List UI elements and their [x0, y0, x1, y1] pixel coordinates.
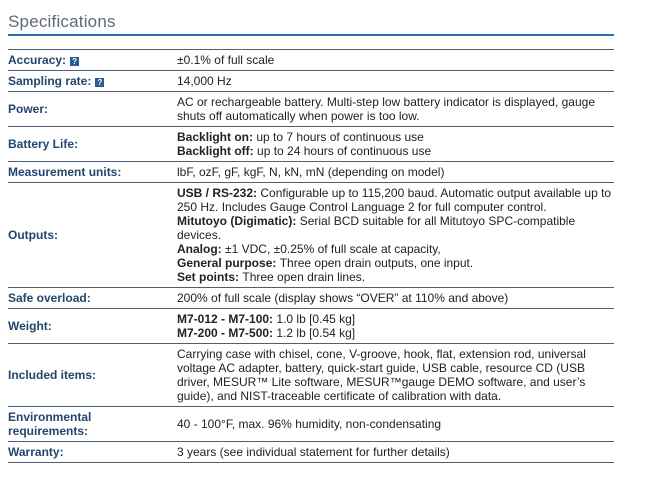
row-label: Battery Life: [8, 137, 79, 151]
help-icon: ? [95, 78, 105, 87]
row-label: Sampling rate: [8, 74, 92, 88]
value-term: Backlight on: [177, 130, 254, 144]
spec-row: Safe overload: 200% of full scale (displa… [8, 287, 614, 309]
title-rule [8, 34, 614, 36]
value-text: ±0.1% of full scale [177, 53, 275, 67]
value-text: up to 24 hours of continuous use [257, 144, 432, 158]
value-line: 3 years (see individual statement for fu… [177, 445, 614, 459]
value-line: 200% of full scale (display shows “OVER”… [177, 291, 614, 305]
spec-row: Warranty: 3 years (see individual stateme… [8, 441, 614, 463]
row-label: Accuracy: [8, 53, 67, 67]
row-label-cell: Outputs: [8, 182, 177, 288]
value-line: General purpose: Three open drain outputs… [177, 256, 614, 270]
row-label-cell: Safe overload: [8, 287, 177, 309]
section-title: Specifications [8, 12, 116, 31]
row-value-cell: Backlight on: up to 7 hours of continuous… [177, 126, 614, 162]
spec-table: Accuracy:? ±0.1% of full scale Sampling ra… [8, 49, 614, 463]
row-label-cell: Battery Life: [8, 126, 177, 162]
row-value-cell: lbF, ozF, gF, kgF, N, kN, mN (depending … [177, 161, 614, 183]
value-text: 1.2 lb [0.54 kg] [276, 326, 356, 340]
row-label: Weight: [8, 319, 52, 333]
value-line: M7-012 - M7-100: 1.0 lb [0.45 kg] [177, 312, 614, 326]
row-label-cell: Accuracy:? [8, 49, 177, 71]
value-text: Carrying case with chisel, cone, V-groov… [177, 347, 586, 403]
row-value-cell: AC or rechargeable battery. Multi-step l… [177, 91, 614, 127]
row-label: Warranty: [8, 445, 64, 459]
value-line: Carrying case with chisel, cone, V-groov… [177, 347, 614, 403]
value-text: Three open drain lines. [242, 270, 366, 284]
value-term: USB / RS-232: [177, 186, 258, 200]
row-label-cell: Measurement units: [8, 161, 177, 183]
row-value-cell: 40 - 100°F, max. 96% humidity, non-conde… [177, 406, 614, 442]
value-term: M7-200 - M7-500: [177, 326, 274, 340]
row-value-cell: Carrying case with chisel, cone, V-groov… [177, 343, 614, 407]
spec-row: Measurement units: lbF, ozF, gF, kgF, N, … [8, 161, 614, 183]
row-label-cell: Sampling rate:? [8, 70, 177, 92]
value-line: Set points: Three open drain lines. [177, 270, 614, 284]
row-label: Power: [8, 102, 49, 116]
value-term: General purpose: [177, 256, 277, 270]
value-text: 3 years (see individual statement for fu… [177, 445, 450, 459]
row-value-cell: 14,000 Hz [177, 70, 614, 92]
row-label-cell: Weight: [8, 308, 177, 344]
row-value-cell: 3 years (see individual statement for fu… [177, 441, 614, 463]
spec-row: Weight: M7-012 - M7-100: 1.0 lb [0.45 kg] M… [8, 308, 614, 344]
row-label-cell: Warranty: [8, 441, 177, 463]
value-line: lbF, ozF, gF, kgF, N, kN, mN (depending … [177, 165, 614, 179]
row-value-cell: USB / RS-232: Configurable up to 115,200 … [177, 182, 614, 288]
value-text: 14,000 Hz [177, 74, 232, 88]
row-value-cell: 200% of full scale (display shows “OVER”… [177, 287, 614, 309]
row-label: Environmental requirements: [8, 410, 92, 438]
value-line: ±0.1% of full scale [177, 53, 614, 67]
value-text: up to 7 hours of continuous use [256, 130, 424, 144]
value-text: 1.0 lb [0.45 kg] [276, 312, 356, 326]
row-value-cell: M7-012 - M7-100: 1.0 lb [0.45 kg] M7-200 -… [177, 308, 614, 344]
row-value-cell: ±0.1% of full scale [177, 49, 614, 71]
spec-row: Power: AC or rechargeable battery. Multi-… [8, 91, 614, 127]
value-term: Backlight off: [177, 144, 254, 158]
value-term: M7-012 - M7-100: [177, 312, 274, 326]
spec-row: Battery Life: Backlight on: up to 7 hours … [8, 126, 614, 162]
spec-row: Environmental requirements: 40 - 100°F, m… [8, 406, 614, 442]
spec-row: Included items: Carrying case with chisel… [8, 343, 614, 407]
help-icon: ? [70, 57, 80, 66]
row-label: Measurement units: [8, 165, 122, 179]
value-line: M7-200 - M7-500: 1.2 lb [0.54 kg] [177, 326, 614, 340]
value-line: Backlight off: up to 24 hours of continuo… [177, 144, 614, 158]
value-line: Mitutoyo (Digimatic): Serial BCD suitable… [177, 214, 614, 242]
spec-row: Sampling rate:? 14,000 Hz [8, 70, 614, 92]
value-text: 200% of full scale (display shows “OVER”… [177, 291, 509, 305]
row-label-cell: Included items: [8, 343, 177, 407]
value-text: lbF, ozF, gF, kgF, N, kN, mN (depending … [177, 165, 445, 179]
row-label: Safe overload: [8, 291, 91, 305]
value-text: Configurable up to 115,200 baud. Automat… [177, 186, 612, 214]
value-line: 14,000 Hz [177, 74, 614, 88]
value-text: Three open drain outputs, one input. [279, 256, 474, 270]
value-line: USB / RS-232: Configurable up to 115,200 … [177, 186, 614, 214]
value-term: Analog: [177, 242, 222, 256]
value-text: AC or rechargeable battery. Multi-step l… [177, 95, 595, 123]
spec-row: Outputs: USB / RS-232: Configurable up to … [8, 182, 614, 288]
row-label-cell: Environmental requirements: [8, 406, 177, 442]
row-label: Outputs: [8, 228, 58, 242]
row-label: Included items: [8, 368, 97, 382]
value-term: Set points: [177, 270, 239, 284]
value-line: 40 - 100°F, max. 96% humidity, non-conde… [177, 417, 614, 431]
value-text: Serial BCD suitable for all Mitutoyo SPC… [177, 214, 576, 242]
value-text: 40 - 100°F, max. 96% humidity, non-conde… [177, 417, 442, 431]
value-line: AC or rechargeable battery. Multi-step l… [177, 95, 614, 123]
value-line: Analog: ±1 VDC, ±0.25% of full scale at c… [177, 242, 614, 256]
value-term: Mitutoyo (Digimatic): [177, 214, 297, 228]
row-label-cell: Power: [8, 91, 177, 127]
value-text: ±1 VDC, ±0.25% of full scale at capacity… [225, 242, 441, 256]
spec-row: Accuracy:? ±0.1% of full scale [8, 49, 614, 71]
value-line: Backlight on: up to 7 hours of continuous… [177, 130, 614, 144]
